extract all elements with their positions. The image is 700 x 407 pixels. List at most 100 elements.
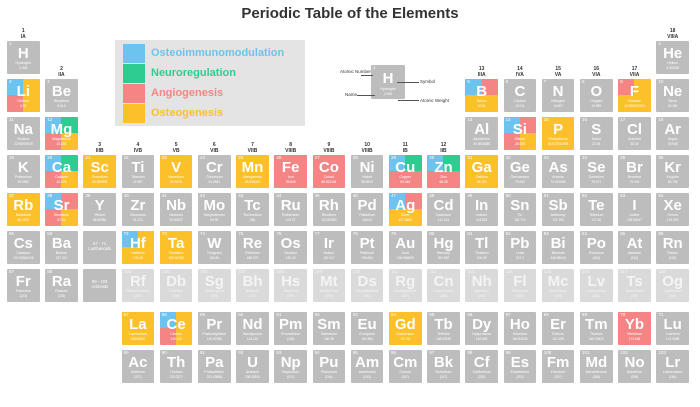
element-name: Potassium [14, 175, 32, 179]
key-label-atomic-number: Atomic Number [340, 69, 372, 74]
element-name: Roentgenium [394, 289, 416, 293]
element-cell-hs: 108 Hs Hassium (269) [274, 269, 307, 302]
group-number: 8 [289, 142, 293, 148]
element-name: Californium [472, 370, 491, 374]
atomic-weight: 114.818 [476, 218, 488, 222]
atomic-number: 73 [161, 231, 167, 236]
category-quadrant-angiogenesis [427, 171, 444, 188]
group-header-12: 12 IIB [427, 142, 460, 154]
key-symbol: H [382, 70, 394, 87]
element-name: Nitrogen [551, 99, 565, 103]
element-symbol: Sr [53, 197, 70, 214]
atomic-weight: (223) [19, 294, 28, 298]
element-name: Dubnium [168, 289, 184, 293]
atomic-number: 27 [314, 155, 320, 160]
category-quadrant-osteogenesis [137, 328, 155, 345]
element-symbol: Ru [280, 197, 301, 214]
element-symbol: Se [587, 159, 606, 176]
element-name: Magnesium [52, 137, 71, 141]
atomic-number: 77 [314, 231, 320, 236]
atomic-number: 106 [200, 269, 208, 274]
atomic-weight: 50.9415 [170, 180, 182, 184]
category-quadrant-osteogenesis [252, 171, 269, 188]
category-quadrant-angiogenesis [274, 171, 291, 188]
element-name: Cobalt [323, 175, 335, 179]
element-cell-lu: 71 Lu Lutetium 174.9668 [656, 312, 689, 345]
atomic-number: 41 [161, 193, 167, 198]
element-name: Rutherfordium [126, 289, 150, 293]
atomic-weight: 92.90637 [169, 218, 183, 222]
series-placeholder-label: 57 - 71 Lanthanoids [88, 241, 112, 251]
element-name: Selenium [588, 175, 604, 179]
element-name: Terbium [437, 332, 450, 336]
element-name: Actinium [131, 370, 145, 374]
element-cell-s: 16 S Sulfur 32.06 [580, 117, 613, 150]
element-name: Rhodium [321, 213, 337, 217]
element-symbol: Pr [206, 316, 223, 333]
atomic-number: 116 [582, 269, 590, 274]
element-name: Chlorine [627, 137, 642, 141]
element-name: Ruthenium [281, 213, 300, 217]
atomic-weight: 231.03588 [206, 375, 222, 379]
atomic-number: 1 [9, 41, 12, 46]
element-cell-cu: 29 Cu Copper 63.546 [389, 155, 422, 188]
category-quadrant-angiogenesis [618, 312, 635, 329]
element-symbol: F [629, 83, 640, 100]
element-cell-al: 13 Al Aluminium 26.9815385 [465, 117, 498, 150]
atomic-weight: 79.904 [629, 180, 640, 184]
atomic-weight: 162.500 [475, 337, 488, 341]
atomic-weight: (222) [668, 256, 677, 260]
element-symbol: Hf [129, 235, 146, 252]
atomic-weight: (243) [363, 375, 371, 379]
group-roman: IVB [133, 147, 143, 154]
element-cell-mo: 42 Mo Molybdenum 95.95 [198, 193, 231, 226]
element-symbol: B [476, 83, 488, 100]
group-number: 10 [364, 142, 370, 148]
element-symbol: Sn [510, 197, 530, 214]
element-cell-zr: 40 Zr Zirconium 91.224 [121, 193, 155, 226]
key-label-symbol: Symbol [420, 79, 436, 84]
element-symbol: Ag [395, 197, 416, 214]
category-quadrant-angiogenesis [389, 171, 406, 188]
category-quadrant-osteogenesis [159, 231, 177, 248]
element-cell-kr: 36 Kr Krypton 83.798 [656, 155, 689, 188]
element-cell-co: 27 Co Cobalt 58.933194 [312, 155, 346, 188]
element-symbol: Eu [357, 316, 377, 333]
atomic-weight: 9.012 [57, 104, 66, 108]
atomic-weight: 127.60 [591, 218, 602, 222]
group-roman: VIA [592, 71, 601, 78]
category-quadrant-osteogenesis [176, 328, 193, 345]
element-name: Molybdenum [204, 213, 225, 217]
atomic-number: 105 [161, 269, 170, 274]
atomic-number: 18 [658, 117, 664, 122]
element-name: Technetium [243, 213, 262, 217]
atomic-weight: (226) [57, 294, 66, 298]
atomic-weight: 10.81 [477, 104, 486, 108]
atomic-weight: 207.2 [515, 256, 524, 260]
group-roman: VA [554, 71, 562, 78]
element-name: Antimony [550, 213, 566, 217]
atomic-number: 58 [161, 312, 167, 317]
element-symbol: At [626, 235, 643, 252]
element-cell-md: 101 Md Mendelevium (258) [580, 350, 613, 383]
atomic-number: 88 [47, 269, 53, 274]
element-cell-y: 39 Y Yttrium 88.90584 [83, 193, 116, 226]
group-header-11: 11 IB [389, 142, 422, 154]
atomic-weight: 39.948 [667, 142, 678, 146]
element-cell-c: 6 C Carbon 12.011 [503, 79, 537, 112]
atomic-number: 5 [467, 79, 470, 84]
group-number: 3 [98, 142, 102, 148]
key-pointer-line [357, 95, 375, 96]
group-header-18: 18 VIIIA [656, 28, 689, 40]
atomic-number: 83 [543, 231, 549, 236]
element-cell-ac: 89 Ac Actinium (227) [121, 350, 155, 383]
element-name: Nickel [362, 175, 372, 179]
atomic-number: 10 [658, 79, 664, 84]
element-name: Francium [15, 289, 31, 293]
element-cell-mg: 12 Mg Magnesium 24.305 [45, 117, 78, 150]
element-name: Tin [517, 213, 523, 217]
atomic-number: 6 [505, 79, 509, 84]
category-quadrant-angiogenesis [45, 133, 62, 150]
element-cell-ds: 110 Ds Darmstadtium (281) [350, 269, 384, 302]
element-symbol: Au [395, 235, 416, 252]
